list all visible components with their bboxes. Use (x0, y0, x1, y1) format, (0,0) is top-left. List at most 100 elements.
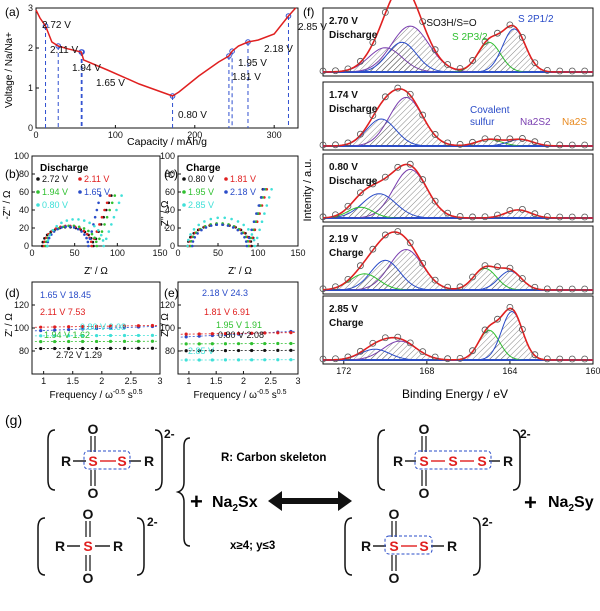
y-tick-label: 60 (19, 187, 29, 197)
bracket (136, 517, 145, 576)
xps-voltage-label: 2.19 V (329, 234, 358, 245)
xps-data-point (344, 65, 352, 73)
impedance-point (108, 346, 113, 350)
xps-subpanel-frame (322, 225, 594, 295)
xps-data-point (431, 353, 439, 361)
atom-s: S (448, 453, 457, 469)
xps-data-point (506, 303, 514, 311)
atom-s: S (117, 453, 126, 469)
impedance-point (113, 194, 117, 197)
bracket (37, 517, 46, 576)
xps-data-point (469, 213, 476, 221)
impedance-point (200, 228, 203, 232)
panel-b-label: (b) (5, 167, 20, 181)
impedance-point (77, 225, 81, 229)
xps-data-point (481, 38, 489, 45)
xps-data-point (431, 276, 439, 284)
xps-data-point (543, 140, 551, 148)
xps-data-point (344, 202, 352, 210)
impedance-point (263, 358, 267, 362)
impedance-point (94, 240, 98, 244)
impedance-point (39, 340, 43, 344)
xps-data-point (481, 213, 489, 221)
impedance-point (191, 244, 194, 248)
y-tick-label: 0 (170, 241, 175, 251)
xps-data-point (494, 29, 501, 37)
impedance-point (252, 238, 256, 242)
impedance-point (150, 346, 155, 350)
bracket (47, 429, 56, 491)
xps-data-point (332, 211, 339, 219)
impedance-point (223, 358, 228, 362)
impedance-point (90, 232, 94, 236)
impedance-point (258, 228, 261, 232)
impedance-point (53, 346, 57, 351)
impedance-point (71, 218, 74, 221)
impedance-point (94, 346, 99, 351)
panel-e-label: (e) (164, 286, 179, 300)
capacity-marker-point (169, 93, 176, 99)
xps-data-point (581, 355, 589, 363)
xps-data-point (456, 65, 464, 72)
xps-data-point (444, 283, 452, 291)
impedance-point (265, 204, 269, 207)
impedance-point (223, 349, 228, 353)
impedance-point (46, 244, 49, 248)
xps-data-point (319, 285, 327, 293)
xps-data-point (518, 135, 526, 142)
impedance-point (250, 342, 254, 346)
impedance-point (60, 226, 63, 229)
xps-data-point (419, 259, 427, 267)
slope-label: 2.18 V 24.3 (202, 288, 248, 298)
xps-data-point (506, 135, 514, 143)
condition-text: x≥4; y≤3 (230, 540, 275, 552)
impedance-point (184, 332, 188, 336)
y-tick-label: 120 (160, 300, 175, 310)
slope-label: 1.94 V 1.62 (44, 330, 90, 340)
xps-state-label: Charge (329, 318, 364, 329)
impedance-point (210, 349, 214, 353)
impedance-point (81, 334, 85, 338)
impedance-point (184, 342, 188, 346)
x-tick-label: 50 (213, 248, 223, 258)
xps-data-point (531, 59, 539, 67)
legend-label: 0.80 V (188, 174, 214, 184)
impedance-point (247, 228, 250, 231)
impedance-point (223, 331, 228, 336)
impedance-point (122, 339, 127, 343)
impedance-point (276, 331, 280, 335)
impedance-point (263, 348, 267, 353)
atom-r: R (55, 538, 65, 554)
xps-data-point (319, 355, 327, 363)
impedance-point (184, 358, 188, 362)
impedance-point (39, 346, 43, 351)
impedance-point (93, 215, 97, 219)
xps-data-point (456, 140, 464, 148)
impedance-point (67, 334, 71, 338)
impedance-point (56, 227, 59, 231)
x-tick-label: 150 (290, 248, 305, 258)
xps-data-point (531, 138, 539, 146)
xps-envelope (322, 307, 593, 361)
atom-s: S (88, 453, 97, 469)
impedance-point (67, 325, 71, 329)
slope-label: 1.95 V 1.91 (216, 320, 262, 330)
impedance-point (250, 331, 254, 335)
impedance-point (191, 240, 195, 243)
panel-c: (c) Charge 0.80 V 1.81 V 1.95 V 2.18 V 2.85 … (160, 151, 306, 277)
panel-f-xlabel: Binding Energy / eV (402, 387, 508, 401)
so3h-annotation: -SO3H/S=O (423, 18, 477, 29)
sulfur-annotation: sulfur (470, 117, 495, 128)
x-tick-label: 100 (108, 130, 123, 140)
xps-data-point (543, 213, 551, 220)
slope-label: 2.85 V (188, 346, 214, 356)
impedance-point (186, 244, 189, 248)
xps-data-point (394, 228, 402, 235)
xps-data-point (394, 333, 402, 341)
legend-label: 2.18 V (230, 187, 256, 197)
panel-e-ylabel: Z' / Ω (160, 313, 171, 337)
atom-r: R (503, 453, 513, 469)
panel-c-title: Charge (186, 163, 221, 174)
xps-data-point (581, 285, 589, 293)
bracket (472, 517, 481, 576)
